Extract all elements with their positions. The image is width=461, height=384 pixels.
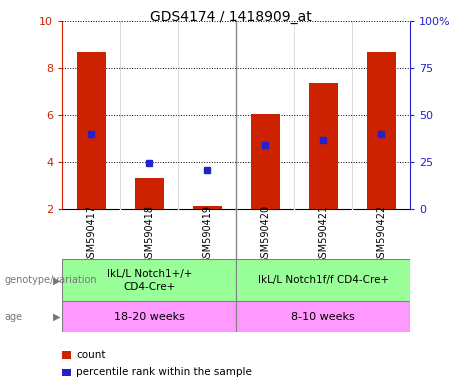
FancyBboxPatch shape	[236, 301, 410, 332]
Text: IkL/L Notch1f/f CD4-Cre+: IkL/L Notch1f/f CD4-Cre+	[258, 275, 389, 285]
Text: GSM590417: GSM590417	[86, 205, 96, 264]
Text: ▶: ▶	[53, 275, 60, 285]
Text: count: count	[76, 350, 106, 360]
Text: age: age	[5, 312, 23, 322]
FancyBboxPatch shape	[62, 301, 236, 332]
Text: ▶: ▶	[53, 312, 60, 322]
Bar	[193, 206, 222, 209]
FancyBboxPatch shape	[236, 259, 410, 301]
Text: percentile rank within the sample: percentile rank within the sample	[76, 367, 252, 377]
Text: GDS4174 / 1418909_at: GDS4174 / 1418909_at	[150, 10, 311, 23]
Text: GSM590420: GSM590420	[260, 205, 270, 264]
Text: 18-20 weeks: 18-20 weeks	[114, 312, 185, 322]
Bar	[135, 177, 164, 209]
Bar	[62, 369, 71, 376]
Text: GSM590421: GSM590421	[318, 205, 328, 264]
Text: GSM590418: GSM590418	[144, 205, 154, 264]
Text: 8-10 weeks: 8-10 weeks	[291, 312, 355, 322]
Bar	[62, 351, 71, 359]
Text: genotype/variation: genotype/variation	[5, 275, 97, 285]
Text: IkL/L Notch1+/+
CD4-Cre+: IkL/L Notch1+/+ CD4-Cre+	[106, 269, 192, 292]
Bar	[367, 52, 396, 209]
Bar	[77, 52, 106, 209]
Bar	[309, 83, 338, 209]
FancyBboxPatch shape	[62, 259, 236, 301]
Text: GSM590422: GSM590422	[376, 205, 386, 264]
Bar	[251, 114, 280, 209]
Text: GSM590419: GSM590419	[202, 205, 212, 264]
